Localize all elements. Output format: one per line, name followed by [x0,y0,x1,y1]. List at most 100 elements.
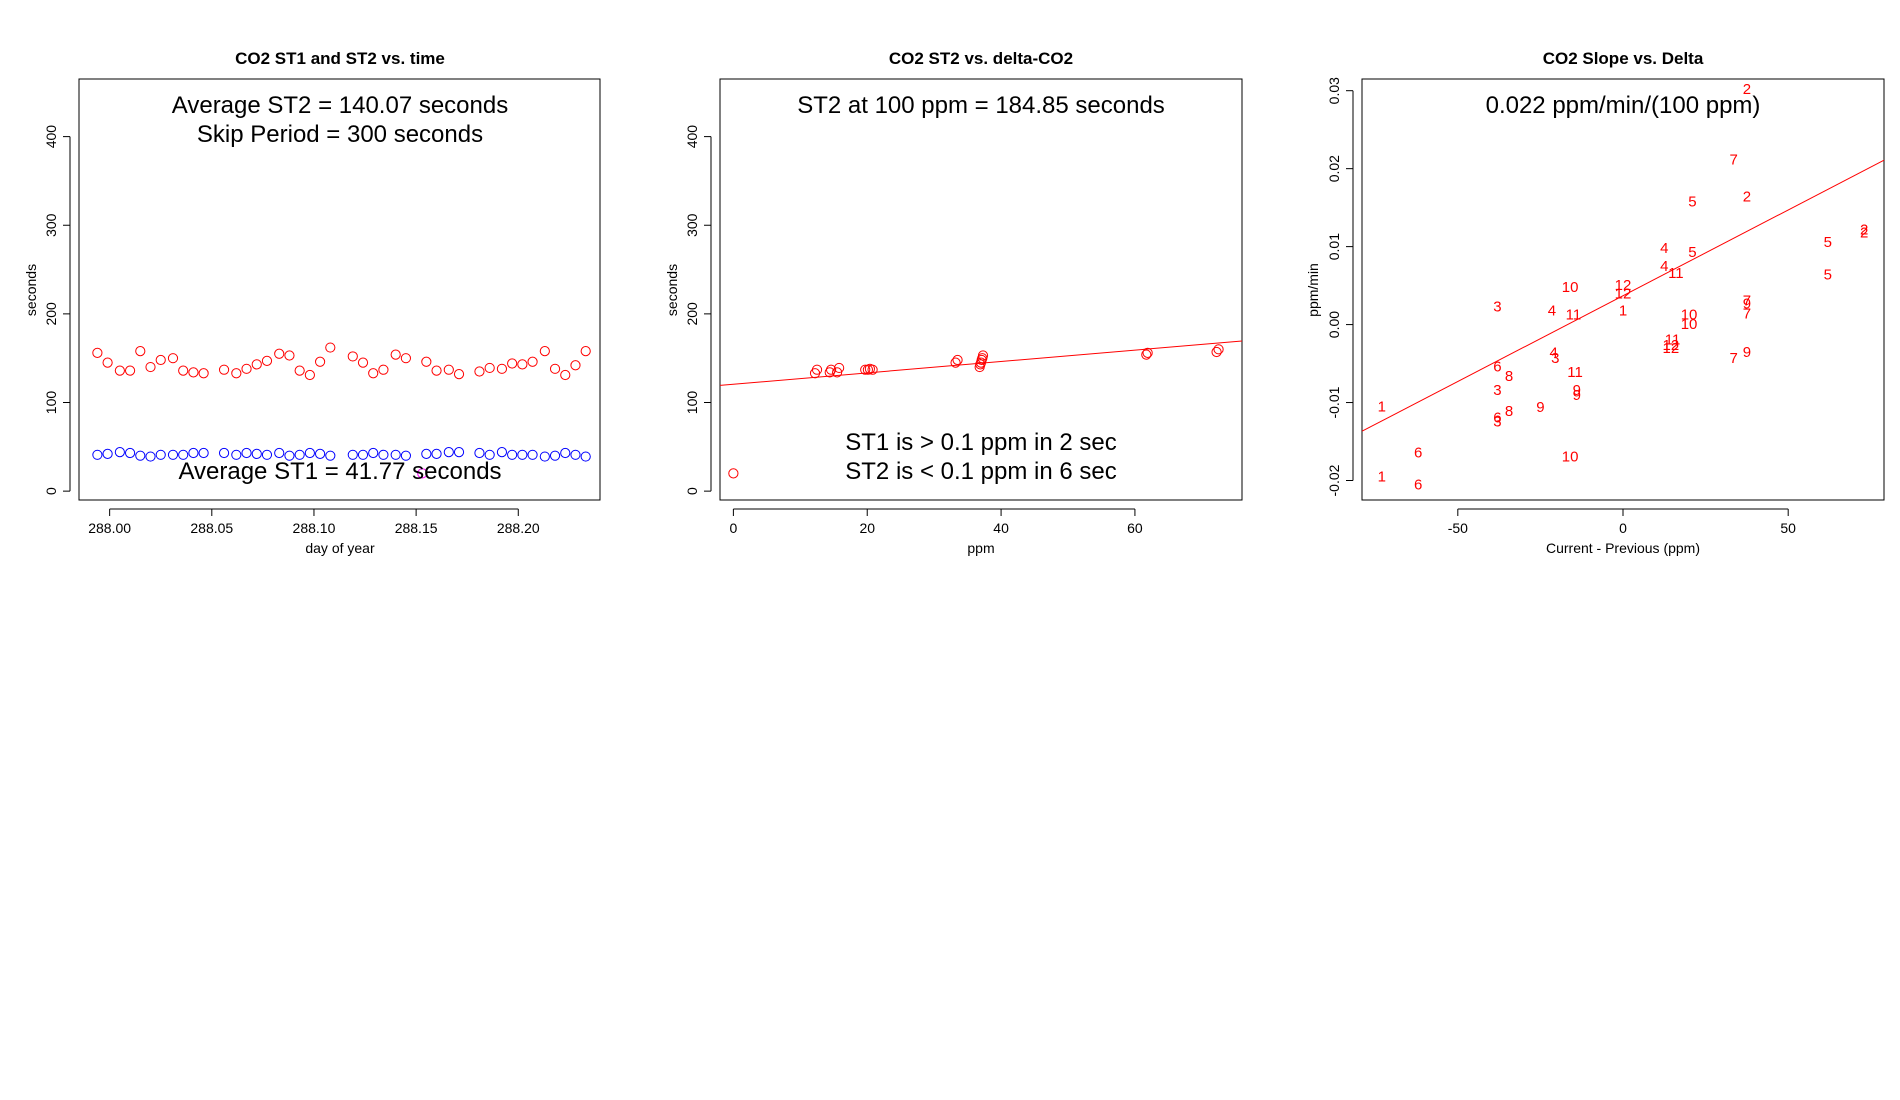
st1-point [92,449,103,460]
st2-point [124,365,136,376]
panel-time: CO2 ST1 and ST2 vs. time 288.00 288.05 288… [23,49,601,556]
panel-delta-y-tick-label: 100 [684,391,700,415]
slope-point-label: 9 [1743,296,1751,313]
st2-point [231,368,242,379]
st1-point [274,447,285,459]
st2-point [527,356,538,367]
st1-point [284,450,295,461]
st2-point [443,364,454,375]
st1-point [378,449,389,460]
annotation-st2-threshold: ST2 is < 0.1 ppm in 6 sec [845,458,1116,485]
slope-point-label: 2 [1743,189,1751,206]
st1-point [431,448,442,460]
panel-time-xlabel: day of year [305,540,375,556]
st2-point [539,345,550,357]
annotation-slope-rate: 0.022 ppm/min/(100 ppm) [1486,92,1761,119]
slope-point-label: 5 [1688,244,1696,261]
st2-point [294,365,305,376]
st2-point [251,359,262,370]
slope-point-label: 3 [1493,299,1501,316]
panel-time-x-axis: 288.00 288.05 288.10 288.15 288.20 [88,508,540,536]
st2-point [549,363,561,374]
st2-point [145,361,156,373]
panel-slope-xlabel: Current - Previous (ppm) [1546,540,1700,556]
st1-point [114,447,125,458]
st1-point [368,447,379,459]
st2-point [314,356,326,367]
st1-point [241,447,252,459]
panel-time-y-tick-label: 300 [43,213,59,237]
panel-delta-points [728,344,1224,479]
annotation-st2-at-100ppm: ST2 at 100 ppm = 184.85 seconds [797,92,1165,119]
st1-outlier-point [417,468,428,479]
slope-point-label: 10 [1681,306,1698,323]
slope-point-label: 7 [1743,306,1751,323]
slope-point-label: 1 [1619,303,1627,320]
annotation-average-st2: Average ST2 = 140.07 seconds [172,92,508,119]
st1-point [261,449,273,460]
st2-point [325,342,336,353]
panel-time-y-tick-label: 200 [43,302,59,326]
panel-slope-ylabel: ppm/min [1305,263,1321,317]
delta-point [1142,347,1153,358]
slope-point-label: 3 [1493,413,1501,430]
panel-delta-fit-line [719,340,1243,386]
panel-time-x-tick-label: 288.10 [293,520,336,536]
st1-point [357,449,369,460]
st1-point [539,451,550,462]
st2-point [560,369,571,381]
panel-delta-title: CO2 ST2 vs. delta-CO2 [889,49,1073,68]
st2-point [274,348,285,359]
panel-slope-fit-line [1361,159,1885,432]
panel-delta-y-tick-label: 400 [684,125,700,149]
slope-point-label: 12 [1615,277,1632,294]
panel-time-y-tick-label: 0 [43,487,59,495]
panel-slope-x-axis: -50 0 50 [1448,508,1796,536]
delta-point [728,468,739,479]
st2-point [135,345,146,357]
st1-point [155,449,166,460]
slope-point-label: 9 [1573,387,1581,404]
slope-point-label: 11 [1668,265,1684,282]
st1-point [102,448,113,460]
panel-slope-text-points: 1112222333344445555666677778899999101010… [1378,81,1869,493]
slope-point-label: 6 [1493,409,1501,426]
st2-point [400,353,412,364]
panel-time-title: CO2 ST1 and ST2 vs. time [235,49,445,68]
st1-point [218,447,230,459]
panel-time-y-axis: 0 100 200 300 400 [43,125,71,495]
st2-point [431,365,442,376]
slope-point-label: 12 [1663,337,1680,354]
panel-slope-y-tick-label: -0.01 [1326,386,1342,418]
slope-point-label: 10 [1562,448,1579,465]
slope-point-label: 11 [1567,364,1583,381]
st2-point [114,365,125,376]
st1-point [453,447,465,458]
st2-point [368,368,379,379]
st1-point [178,449,189,460]
st1-point [135,450,146,461]
delta-point [809,368,821,379]
st1-point [560,447,571,459]
st2-point [218,364,230,375]
annotation-st1-threshold: ST1 is > 0.1 ppm in 2 sec [845,429,1116,456]
slope-point-label: 4 [1548,303,1556,320]
st1-point [443,447,454,458]
delta-point [832,367,843,378]
st2-point [484,362,495,374]
st2-point [474,366,485,377]
st1-point [325,450,336,461]
st1-point [517,449,528,460]
slope-point-label: 6 [1493,359,1501,376]
panel-slope-x-tick-label: 0 [1619,520,1627,536]
series-st1-points [92,447,591,462]
slope-point-label: 8 [1505,403,1513,420]
st2-point [390,349,401,360]
slope-point-label: 9 [1573,382,1581,399]
st2-point [261,355,273,366]
panel-delta-ylabel: seconds [664,264,680,316]
slope-point-label: 9 [1743,344,1751,361]
delta-point [977,350,989,361]
slope-point-label: 5 [1824,234,1832,251]
